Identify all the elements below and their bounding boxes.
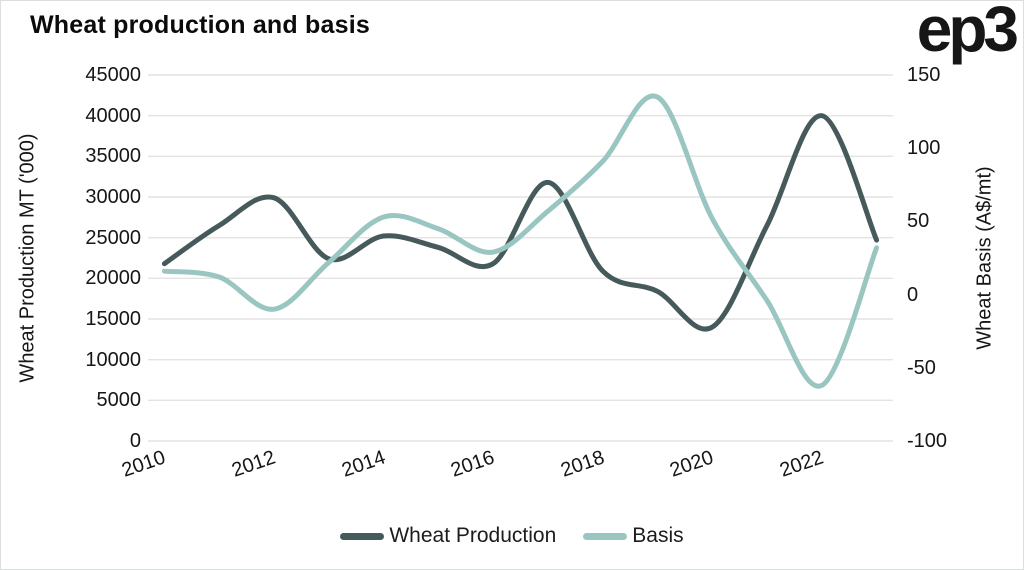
series-line-basis <box>161 93 880 389</box>
legend-label: Wheat Production <box>389 524 557 547</box>
basis-line-swatch <box>583 532 628 540</box>
y-tick-label-right: 50 <box>907 210 930 233</box>
legend-item-basis: Basis <box>583 524 684 548</box>
y-tick-label-left: 45000 <box>85 64 141 86</box>
wheat-production-line-swatch <box>340 532 385 540</box>
y-tick-label-left: 5000 <box>96 389 142 412</box>
y-tick-label-left: 25000 <box>85 226 141 249</box>
y-tick-label-right: 150 <box>907 64 941 86</box>
y-tick-label-right: 0 <box>907 283 919 306</box>
legend-label: Basis <box>632 524 684 547</box>
legend-item-wheat-production: Wheat Production <box>340 524 556 548</box>
ep3-logo: ep3 <box>916 0 1019 65</box>
y-tick-label-left: 10000 <box>85 348 141 371</box>
y-tick-label-left: 20000 <box>85 267 141 290</box>
y-tick-label-right: -100 <box>907 430 948 452</box>
y-tick-label-left: 15000 <box>85 308 141 330</box>
y-tick-label-left: 0 <box>129 430 141 452</box>
y-tick-label-left: 30000 <box>85 186 141 208</box>
page-title: Wheat production and basis <box>30 11 370 39</box>
series-line-wheat-production <box>161 113 880 332</box>
y-tick-label-right: -50 <box>907 356 936 379</box>
y-tick-label-right: 100 <box>907 137 941 160</box>
y-tick-label-left: 35000 <box>85 145 141 168</box>
chart-legend: Wheat Production Basis <box>1 524 1023 548</box>
y-tick-label-left: 40000 <box>85 104 141 127</box>
